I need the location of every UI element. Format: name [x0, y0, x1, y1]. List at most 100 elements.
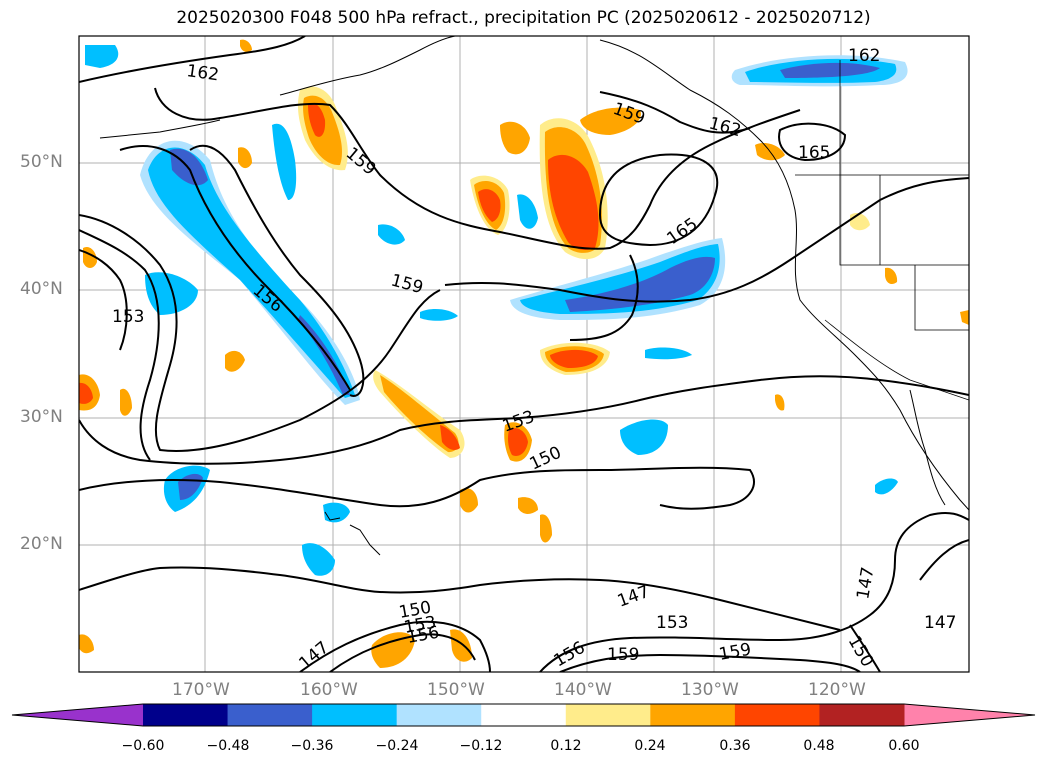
colorbar-outline [11, 703, 1036, 727]
contour-150 [299, 620, 491, 672]
anomaly-area [548, 154, 599, 250]
boundary-states [839, 60, 969, 266]
lon-label-160w: 160°W [300, 680, 358, 700]
contour-153 [539, 511, 969, 672]
contour-159 [569, 254, 639, 341]
anomaly-area [885, 267, 898, 284]
colorbar-tick-label: −0.48 [206, 738, 250, 754]
anomaly-area [240, 39, 252, 53]
anomaly-area [420, 308, 458, 321]
contour-153 [329, 633, 476, 672]
contour-label: 153 [112, 307, 144, 327]
anomaly-area [238, 147, 252, 169]
lat-label-30n: 30°N [20, 407, 63, 427]
anomaly-area [775, 394, 785, 411]
anomaly-area [518, 497, 538, 514]
anomaly-area [645, 347, 692, 360]
colorbar-cell [227, 704, 313, 726]
colorbar-cell [312, 704, 398, 726]
colorbar-cell [565, 704, 651, 726]
colorbar-cell [396, 704, 482, 726]
negative-anomaly-areas [85, 45, 908, 576]
lat-label-40n: 40°N [20, 279, 63, 299]
map-plot-area: 162 162 159 159 162 165 165 159 156 153 … [79, 36, 969, 672]
colorbar-tick-label: 0.60 [888, 738, 920, 754]
contour-150 [79, 466, 755, 510]
coastline-north-america [599, 39, 969, 511]
colorbar-cell [819, 704, 905, 726]
contour-label: 162 [185, 61, 220, 85]
colorbar-tick-label: −0.36 [290, 738, 334, 754]
colorbar-tick-label: −0.24 [375, 738, 419, 754]
colorbar-tick-label: −0.60 [121, 738, 165, 754]
anomaly-area [960, 310, 969, 325]
boundary-us-mexico [824, 319, 969, 401]
colorbar-cell [143, 704, 229, 726]
lon-label-170w: 170°W [172, 680, 230, 700]
contour-165 [778, 122, 847, 162]
anomaly-area [540, 514, 552, 543]
lon-label-140w: 140°W [554, 680, 612, 700]
contour-159 [444, 177, 969, 303]
lon-label-130w: 130°W [681, 680, 739, 700]
coastline-aleutians [279, 36, 456, 96]
anomaly-area [378, 224, 405, 245]
positive-anomaly-areas [79, 39, 969, 668]
coastline-hawaii [324, 511, 381, 556]
lat-label-50n: 50°N [20, 152, 63, 172]
contour-147 [919, 539, 969, 581]
contour-label: 153 [656, 613, 688, 633]
contour-label: 159 [607, 645, 639, 665]
colorbar-tick-label: 0.48 [803, 738, 835, 754]
colorbar-tick-label: −0.12 [459, 738, 503, 754]
anomaly-area [79, 382, 93, 404]
anomaly-area [85, 45, 119, 68]
anomaly-area [620, 419, 668, 455]
lon-label-120w: 120°W [808, 680, 866, 700]
contour-150 [849, 624, 881, 672]
contour-153 [79, 249, 128, 351]
anomaly-area [440, 425, 460, 450]
refractivity-contours [79, 36, 969, 672]
anomaly-area [225, 350, 245, 372]
colorbar [11, 703, 1036, 727]
anomaly-area [323, 502, 350, 523]
anomaly-area [508, 428, 528, 456]
contour-159 [154, 87, 801, 250]
colorbar-cell [734, 704, 820, 726]
anomaly-area [371, 632, 415, 668]
map-title: 2025020300 F048 500 hPa refract., precip… [176, 8, 871, 28]
colorbar-cells [143, 704, 905, 726]
anomaly-area [460, 488, 478, 513]
coastline-aleutian-chain [99, 119, 221, 139]
colorbar-tick-label: 0.36 [719, 738, 751, 754]
anomaly-area [478, 189, 501, 222]
contour-153 [79, 214, 441, 452]
contour-label: 165 [798, 143, 830, 163]
map-frame [78, 35, 970, 673]
contour-156 [119, 145, 351, 391]
anomaly-area [517, 194, 538, 229]
anomaly-area [780, 62, 880, 78]
anomaly-area [148, 147, 355, 398]
anomaly-area [272, 123, 297, 200]
contour-150 [79, 375, 969, 465]
anomaly-area [450, 629, 472, 662]
anomaly-area [308, 103, 326, 137]
contour-156 [559, 653, 861, 672]
anomaly-area [875, 478, 898, 495]
contour-159 [599, 91, 751, 134]
anomaly-area [79, 634, 94, 654]
colorbar-extend-min [12, 704, 143, 726]
anomaly-area [550, 349, 598, 368]
anomaly-area [580, 107, 641, 135]
contour-147 [79, 566, 841, 631]
lat-label-20n: 20°N [20, 534, 63, 554]
colorbar-cell [481, 704, 567, 726]
contour-153 [79, 229, 160, 461]
contour-162 [79, 36, 306, 83]
contour-label: 162 [848, 46, 880, 66]
contour-label: 147 [924, 613, 956, 633]
colorbar-tick-label: 0.24 [634, 738, 666, 754]
contour-165 [598, 153, 718, 247]
